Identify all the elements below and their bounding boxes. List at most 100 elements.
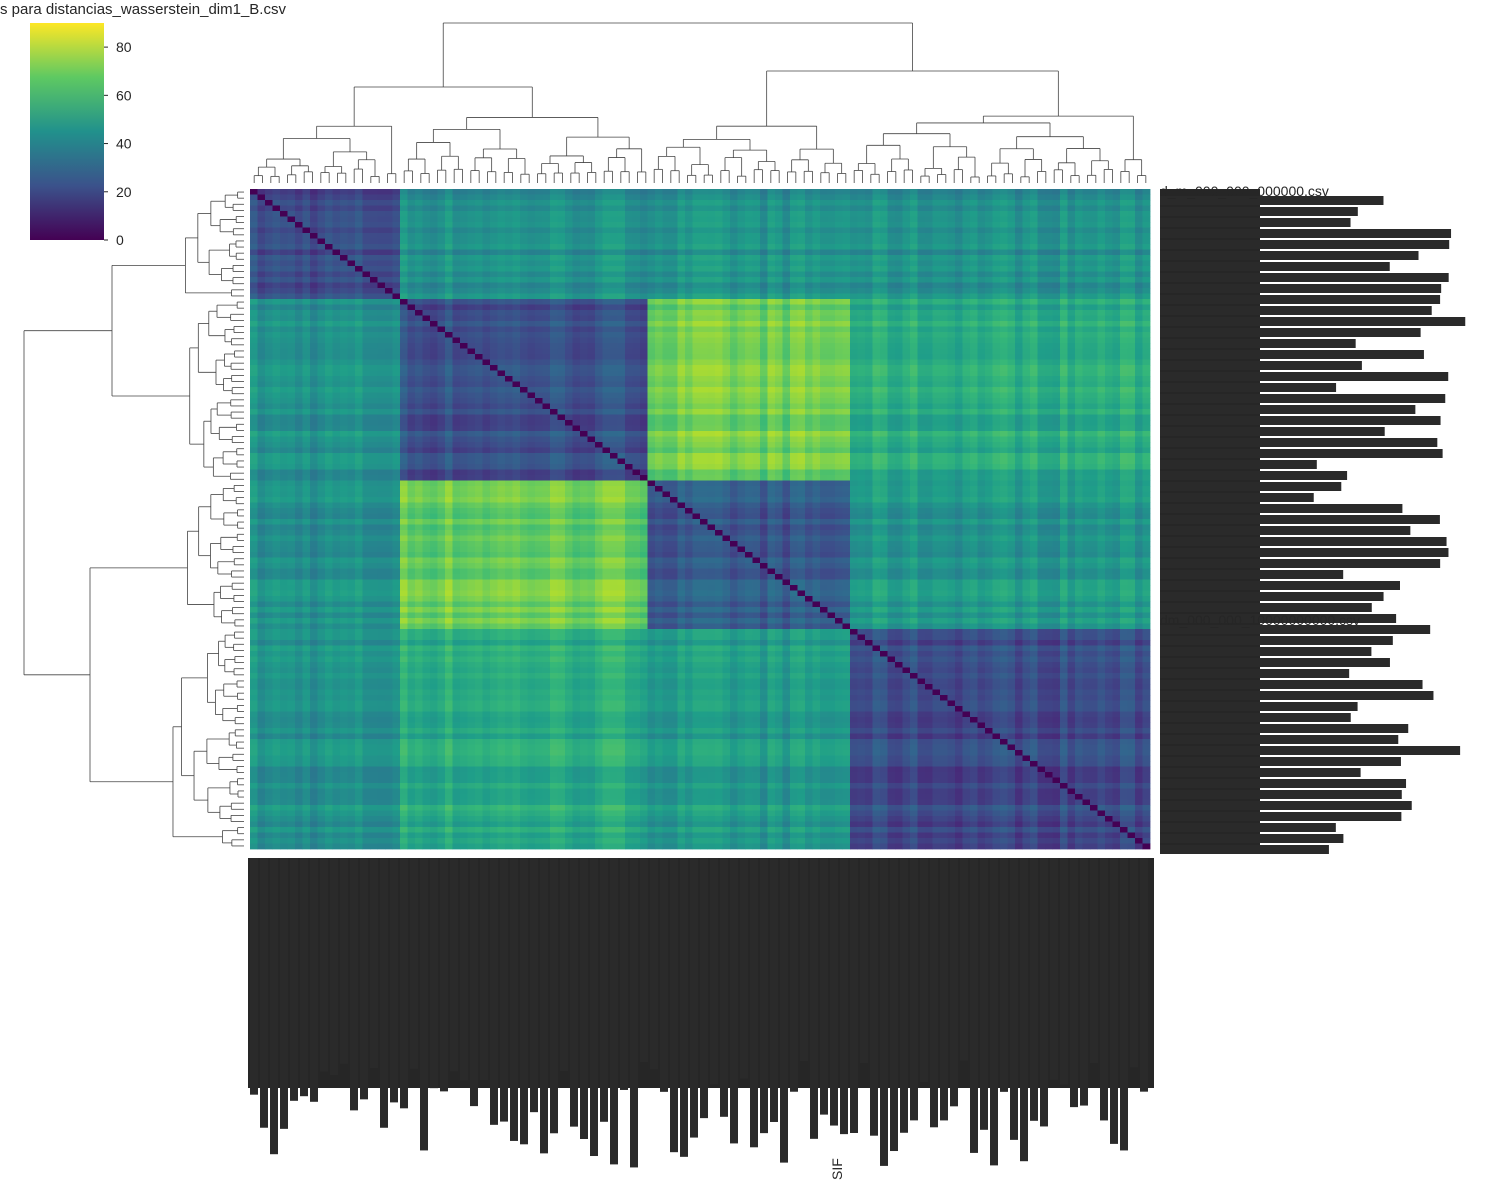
heatmap-cell [1037, 332, 1046, 338]
heatmap-cell [850, 216, 858, 223]
heatmap-cell [430, 343, 438, 349]
heatmap-cell [497, 370, 506, 377]
heatmap-cell [827, 365, 836, 371]
heatmap-cell [295, 216, 303, 223]
heatmap-cell [415, 310, 423, 316]
heatmap-cell [370, 277, 378, 283]
heatmap-cell [377, 359, 386, 366]
heatmap-cell [1015, 238, 1023, 245]
heatmap-cell [805, 359, 813, 366]
heatmap-cell [467, 266, 476, 272]
heatmap-cell [932, 238, 941, 245]
heatmap-cell [745, 315, 753, 322]
heatmap-cell [370, 233, 378, 239]
heatmap-cell [332, 348, 341, 355]
heatmap-cell [550, 260, 558, 267]
heatmap-cell [715, 271, 723, 278]
heatmap-cell [565, 266, 573, 272]
heatmap-cell [407, 194, 416, 201]
heatmap-cell [767, 354, 776, 360]
heatmap-cell [865, 310, 873, 316]
heatmap-cell [1022, 266, 1031, 272]
heatmap-cell [940, 288, 948, 294]
heatmap-cell [287, 332, 296, 338]
heatmap-cell [490, 227, 498, 234]
heatmap-cell [445, 321, 453, 327]
heatmap-cell [625, 211, 633, 217]
heatmap-cell [527, 359, 536, 366]
heatmap-cell [1112, 222, 1121, 228]
heatmap-cell [520, 354, 528, 360]
heatmap-cell [640, 222, 648, 228]
heatmap-cell [970, 255, 978, 261]
heatmap-cell [925, 348, 933, 355]
heatmap-cell [1052, 304, 1061, 311]
heatmap-cell [625, 227, 633, 234]
heatmap-cell [1120, 227, 1128, 234]
heatmap-cell [617, 376, 626, 382]
heatmap-cell [452, 381, 461, 388]
heatmap-cell [647, 321, 656, 327]
heatmap-cell [647, 222, 656, 228]
heatmap-cell [302, 370, 311, 377]
heatmap-cell [647, 304, 656, 311]
heatmap-cell [1112, 365, 1121, 371]
heatmap-cell [767, 200, 776, 206]
heatmap-cell [595, 266, 603, 272]
heatmap-cell [745, 293, 753, 300]
heatmap-cell [295, 304, 303, 311]
heatmap-cell [857, 321, 866, 327]
heatmap-cell [512, 370, 521, 377]
heatmap-cell [595, 189, 603, 195]
heatmap-cell [970, 299, 978, 305]
heatmap-cell [1030, 343, 1038, 349]
heatmap-cell [1015, 343, 1023, 349]
heatmap-cell [692, 288, 701, 294]
heatmap-cell [595, 216, 603, 223]
heatmap-cell [1097, 227, 1106, 234]
heatmap-cell [887, 293, 896, 300]
heatmap-cell [962, 205, 971, 212]
heatmap-cell [917, 376, 926, 382]
heatmap-cell [977, 266, 986, 272]
heatmap-cell [317, 321, 326, 327]
heatmap-cell [527, 304, 536, 311]
heatmap-cell [1127, 277, 1136, 283]
heatmap-cell [632, 216, 641, 223]
heatmap-cell [1097, 255, 1106, 261]
heatmap-cell [790, 343, 798, 349]
heatmap-cell [1105, 321, 1113, 327]
heatmap-cell [752, 315, 761, 322]
heatmap-cell [302, 326, 311, 333]
heatmap-cell [377, 189, 386, 195]
heatmap-cell [1000, 359, 1008, 366]
heatmap-cell [730, 244, 738, 250]
heatmap-cell [542, 343, 551, 349]
heatmap-cell [250, 348, 258, 355]
heatmap-cell [647, 266, 656, 272]
heatmap-cell [1135, 222, 1143, 228]
heatmap-cell [565, 354, 573, 360]
heatmap-cell [962, 244, 971, 250]
heatmap-cell [1120, 293, 1128, 300]
heatmap-cell [1000, 376, 1008, 382]
heatmap-cell [535, 227, 543, 234]
heatmap-cell [730, 227, 738, 234]
heatmap-cell [872, 222, 881, 228]
heatmap-cell [1022, 332, 1031, 338]
heatmap-cell [482, 271, 491, 278]
heatmap-cell [617, 354, 626, 360]
heatmap-cell [947, 200, 956, 206]
heatmap-cell [340, 321, 348, 327]
heatmap-cell [767, 321, 776, 327]
heatmap-cell [400, 343, 408, 349]
heatmap-cell [895, 288, 903, 294]
heatmap-cell [1045, 244, 1053, 250]
heatmap-cell [1007, 211, 1016, 217]
heatmap-cell [340, 244, 348, 250]
heatmap-cell [595, 332, 603, 338]
heatmap-cell [910, 354, 918, 360]
heatmap-cell [295, 282, 303, 289]
heatmap-cell [557, 315, 566, 322]
heatmap-cell [475, 266, 483, 272]
